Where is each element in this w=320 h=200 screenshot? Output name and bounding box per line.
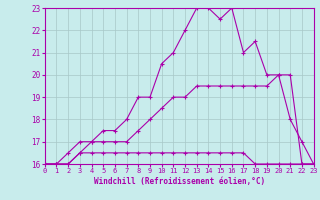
- X-axis label: Windchill (Refroidissement éolien,°C): Windchill (Refroidissement éolien,°C): [94, 177, 265, 186]
